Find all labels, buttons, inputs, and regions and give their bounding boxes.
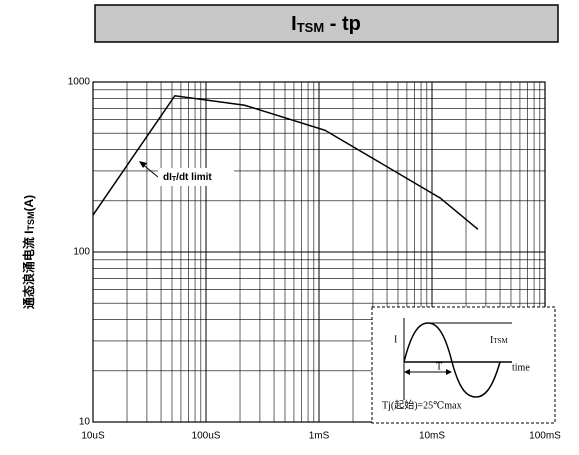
chart-title: ITSM - tp — [291, 13, 361, 35]
annotation: dIT/dt limit — [163, 172, 212, 183]
x-tick-label: 10mS — [419, 431, 445, 442]
data-line — [92, 94, 479, 230]
x-tick-label: 1mS — [309, 431, 330, 442]
inset-sine — [403, 322, 501, 398]
title-rest: - tp — [324, 13, 361, 35]
plot-frame — [92, 81, 546, 423]
inset-itsm-main: I — [490, 335, 493, 346]
x-tick-label: 100uS — [192, 431, 221, 442]
annotation-box — [158, 168, 234, 186]
inset-itsm: ITSM — [490, 335, 509, 346]
inset-period-label: T — [436, 361, 442, 372]
y-label-sub: TSM — [26, 212, 36, 231]
y-tick-label: 100 — [73, 247, 90, 258]
inset-time: time — [512, 362, 530, 373]
y-label-main: 通态浪涌电流 I — [21, 231, 36, 310]
x-tick-label: 100mS — [529, 431, 561, 442]
annotation-main: dI — [163, 172, 172, 183]
arrow-head — [404, 369, 410, 375]
arrow-head — [446, 369, 452, 375]
plot — [92, 94, 479, 230]
inset-itsm-sub: TSM — [493, 337, 508, 345]
inset-condition: Tj(起始)=25℃max — [382, 398, 462, 411]
title-sub: TSM — [297, 20, 324, 35]
y-axis-label: 通态浪涌电流 ITSM(A) — [21, 195, 36, 309]
arrow-head — [139, 161, 147, 168]
annotation-sub: T — [172, 176, 177, 183]
y-label-rest: (A) — [22, 195, 36, 212]
title-main: I — [291, 13, 297, 35]
y-tick-label: 1000 — [68, 77, 91, 88]
inset-i: I — [394, 334, 397, 345]
y-tick-label: 10 — [79, 417, 91, 428]
x-tick-label: 10uS — [81, 431, 105, 442]
title-box — [94, 4, 559, 43]
annotation-rest: /dt limit — [176, 172, 212, 183]
inset-box — [371, 306, 556, 424]
inset: I ITSM T time Tj(起始)=25℃max — [371, 306, 556, 424]
